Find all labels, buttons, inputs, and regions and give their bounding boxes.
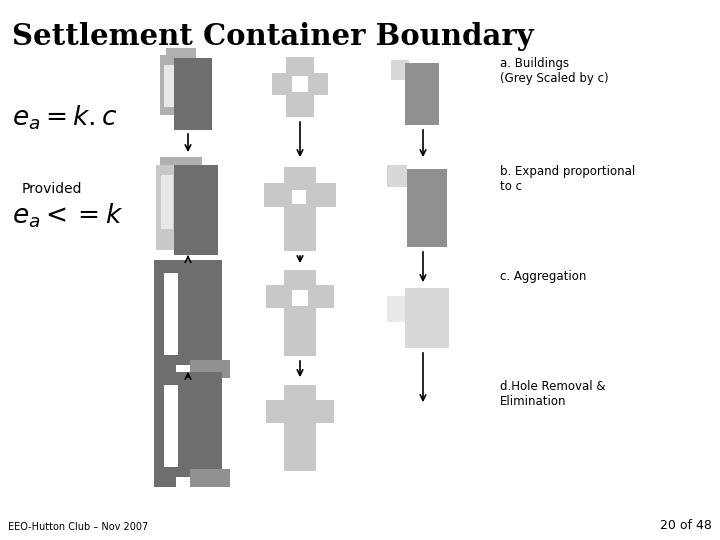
Bar — [160, 55, 182, 115]
Bar — [154, 364, 176, 378]
Bar — [156, 165, 182, 237]
Bar — [387, 165, 407, 187]
Bar — [166, 48, 196, 60]
Bar — [284, 447, 316, 471]
Bar — [292, 190, 306, 204]
Text: 20 of 48: 20 of 48 — [660, 519, 712, 532]
Bar — [284, 308, 316, 332]
Bar — [286, 57, 314, 73]
Text: d.Hole Removal &
Elimination: d.Hole Removal & Elimination — [500, 380, 606, 408]
Bar — [161, 175, 173, 229]
Bar — [164, 273, 178, 355]
Text: $e_a = k.c$: $e_a = k.c$ — [12, 104, 117, 132]
Bar — [292, 76, 308, 92]
Bar — [174, 165, 218, 255]
Bar — [164, 65, 174, 107]
Bar — [154, 260, 222, 365]
Text: a. Buildings
(Grey Scaled by c): a. Buildings (Grey Scaled by c) — [500, 57, 608, 85]
Text: b. Expand proportional
to c: b. Expand proportional to c — [500, 165, 635, 193]
Bar — [391, 60, 409, 80]
Text: c. Aggregation: c. Aggregation — [500, 270, 586, 283]
Bar — [387, 296, 415, 322]
Bar — [284, 167, 316, 183]
Text: EEO-Hutton Club – Nov 2007: EEO-Hutton Club – Nov 2007 — [8, 522, 148, 532]
Bar — [284, 423, 316, 447]
Text: $e_a <= k$: $e_a <= k$ — [12, 202, 123, 231]
Bar — [156, 235, 174, 250]
Bar — [264, 183, 336, 207]
Bar — [174, 58, 212, 130]
Bar — [284, 270, 316, 285]
Bar — [284, 332, 316, 356]
Bar — [292, 290, 308, 306]
Bar — [164, 385, 178, 467]
Bar — [190, 360, 230, 378]
Bar — [405, 63, 439, 125]
Bar — [154, 473, 176, 487]
Bar — [160, 157, 202, 170]
Bar — [407, 169, 447, 247]
Bar — [405, 288, 449, 348]
Bar — [284, 385, 316, 400]
Text: Provided: Provided — [22, 182, 83, 196]
Bar — [190, 469, 230, 487]
Bar — [266, 400, 334, 423]
Bar — [284, 231, 316, 251]
Text: Settlement Container Boundary: Settlement Container Boundary — [12, 22, 534, 51]
Bar — [272, 73, 328, 95]
Bar — [154, 372, 222, 477]
Bar — [266, 285, 334, 308]
Bar — [284, 207, 316, 231]
Bar — [286, 95, 314, 117]
